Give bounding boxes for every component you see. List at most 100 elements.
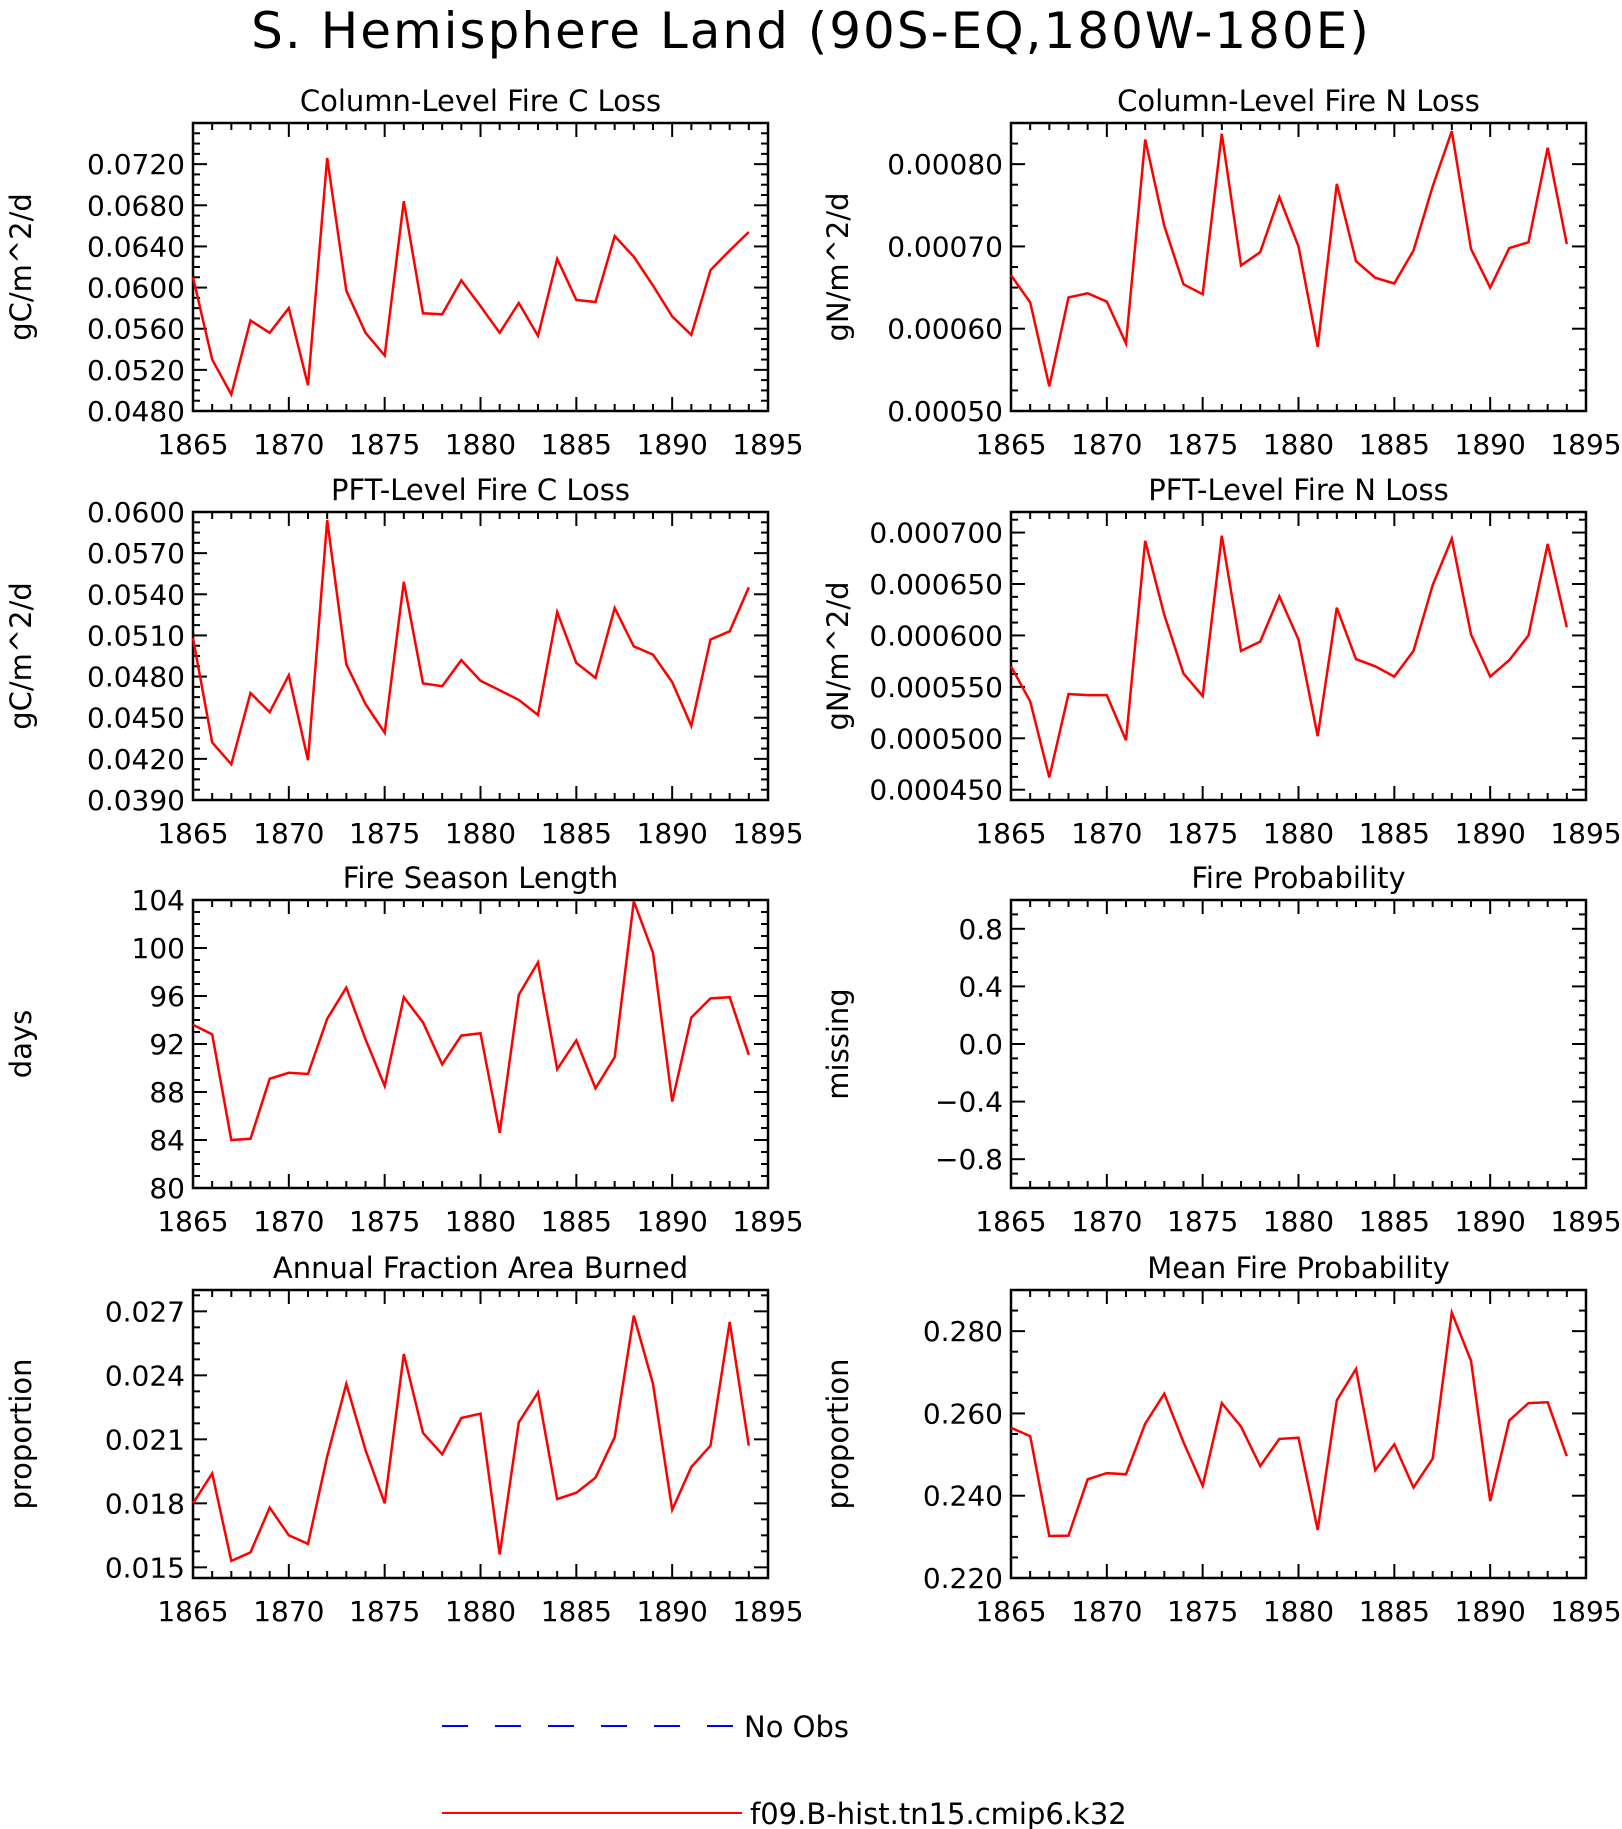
panel-title-area-burned: Annual Fraction Area Burned: [273, 1251, 688, 1285]
x-tick-label-col-c-loss: 1875: [349, 428, 420, 461]
y-tick-label-pft-c-loss: 0.0420: [87, 743, 185, 776]
x-tick-label-mean-fire-prob: 1895: [1550, 1595, 1621, 1628]
plot-frame-pft-c-loss: [191, 510, 770, 802]
y-tick-label-col-n-loss: 0.00080: [887, 148, 1003, 181]
x-tick-label-pft-c-loss: 1865: [157, 817, 228, 850]
x-tick-label-pft-n-loss: 1880: [1263, 817, 1334, 850]
y-tick-label-mean-fire-prob: 0.260: [923, 1397, 1003, 1430]
y-tick-label-season-length: 100: [132, 932, 185, 965]
x-tick-label-fire-prob: 1890: [1455, 1205, 1526, 1238]
y-axis-label-fire-prob: missing: [821, 988, 855, 1099]
x-tick-label-area-burned: 1865: [157, 1595, 228, 1628]
y-axis-label-col-n-loss: gN/m^2/d: [821, 192, 855, 341]
x-tick-label-season-length: 1880: [445, 1205, 516, 1238]
y-tick-label-col-c-loss: 0.0600: [87, 272, 185, 305]
plot-frame-col-c-loss: [191, 121, 770, 413]
y-tick-label-area-burned: 0.021: [105, 1423, 185, 1456]
y-tick-label-season-length: 84: [149, 1124, 185, 1157]
x-tick-label-pft-c-loss: 1890: [637, 817, 708, 850]
x-tick-label-season-length: 1885: [541, 1205, 612, 1238]
x-tick-label-area-burned: 1875: [349, 1595, 420, 1628]
y-tick-label-season-length: 92: [149, 1028, 185, 1061]
y-tick-label-mean-fire-prob: 0.280: [923, 1315, 1003, 1348]
x-tick-label-pft-c-loss: 1885: [541, 817, 612, 850]
x-tick-label-area-burned: 1880: [445, 1595, 516, 1628]
y-tick-label-pft-n-loss: 0.000600: [869, 619, 1003, 652]
y-tick-label-pft-c-loss: 0.0480: [87, 661, 185, 694]
panel-title-season-length: Fire Season Length: [343, 861, 618, 895]
x-tick-label-mean-fire-prob: 1890: [1455, 1595, 1526, 1628]
y-axis-label-pft-n-loss: gN/m^2/d: [821, 581, 855, 730]
y-axis-label-col-c-loss: gC/m^2/d: [4, 193, 38, 341]
figure-title: S. Hemisphere Land (90S-EQ,180W-180E): [251, 2, 1371, 60]
y-tick-label-season-length: 104: [132, 884, 185, 917]
x-tick-label-season-length: 1890: [637, 1205, 708, 1238]
x-tick-label-mean-fire-prob: 1865: [975, 1595, 1046, 1628]
x-tick-label-col-n-loss: 1895: [1550, 428, 1621, 461]
series-line-area-burned: [191, 1315, 751, 1563]
x-tick-label-fire-prob: 1865: [975, 1205, 1046, 1238]
y-tick-label-fire-prob: −0.4: [935, 1086, 1003, 1119]
y-tick-label-season-length: 80: [149, 1172, 185, 1205]
y-axis-label-area-burned: proportion: [4, 1358, 38, 1509]
x-tick-label-col-c-loss: 1865: [157, 428, 228, 461]
y-tick-label-fire-prob: 0.4: [958, 970, 1003, 1003]
y-tick-label-pft-n-loss: 0.000550: [869, 671, 1003, 704]
x-tick-label-pft-n-loss: 1895: [1550, 817, 1621, 850]
x-tick-label-pft-n-loss: 1865: [975, 817, 1046, 850]
y-tick-label-mean-fire-prob: 0.240: [923, 1480, 1003, 1513]
y-tick-label-col-n-loss: 0.00060: [887, 313, 1003, 346]
x-tick-label-pft-n-loss: 1890: [1455, 817, 1526, 850]
x-tick-label-col-c-loss: 1895: [732, 428, 803, 461]
plot-frame-fire-prob: [1009, 898, 1588, 1190]
x-tick-label-area-burned: 1890: [637, 1595, 708, 1628]
y-tick-label-pft-c-loss: 0.0600: [87, 496, 185, 529]
series-line-season-length: [192, 900, 750, 1142]
x-tick-label-pft-n-loss: 1885: [1359, 817, 1430, 850]
series-line-pft-n-loss: [1009, 534, 1569, 778]
y-tick-label-pft-n-loss: 0.000500: [869, 722, 1003, 755]
y-tick-label-season-length: 88: [149, 1076, 185, 1109]
y-tick-label-pft-n-loss: 0.000650: [869, 568, 1003, 601]
x-tick-label-area-burned: 1870: [253, 1595, 324, 1628]
x-tick-label-season-length: 1865: [157, 1205, 228, 1238]
x-tick-label-col-n-loss: 1865: [975, 428, 1046, 461]
x-tick-label-col-n-loss: 1875: [1167, 428, 1238, 461]
y-tick-label-area-burned: 0.018: [105, 1487, 185, 1520]
y-tick-label-col-n-loss: 0.00070: [887, 230, 1003, 263]
y-tick-label-pft-c-loss: 0.0540: [87, 578, 185, 611]
x-tick-label-mean-fire-prob: 1870: [1071, 1595, 1142, 1628]
y-axis-label-season-length: days: [4, 1010, 38, 1078]
panel-title-mean-fire-prob: Mean Fire Probability: [1147, 1251, 1450, 1285]
legend-label-no-obs: No Obs: [744, 1710, 849, 1744]
y-tick-label-col-c-loss: 0.0720: [87, 148, 185, 181]
y-tick-label-col-c-loss: 0.0480: [87, 395, 185, 428]
series-line-pft-c-loss: [191, 520, 750, 767]
panel-title-col-n-loss: Column-Level Fire N Loss: [1117, 84, 1480, 118]
y-tick-label-col-n-loss: 0.00050: [887, 395, 1003, 428]
x-tick-label-season-length: 1895: [732, 1205, 803, 1238]
panel-title-col-c-loss: Column-Level Fire C Loss: [300, 84, 661, 118]
x-tick-label-fire-prob: 1895: [1550, 1205, 1621, 1238]
y-tick-label-pft-n-loss: 0.000700: [869, 517, 1003, 550]
x-tick-label-pft-c-loss: 1870: [253, 817, 324, 850]
x-tick-label-pft-c-loss: 1880: [445, 817, 516, 850]
y-tick-label-fire-prob: −0.8: [935, 1143, 1003, 1176]
y-tick-label-pft-c-loss: 0.0450: [87, 702, 185, 735]
y-tick-label-area-burned: 0.027: [105, 1295, 185, 1328]
y-tick-label-col-c-loss: 0.0520: [87, 354, 185, 387]
y-axis-label-pft-c-loss: gC/m^2/d: [4, 582, 38, 730]
y-tick-label-col-c-loss: 0.0640: [87, 230, 185, 263]
y-tick-label-pft-n-loss: 0.000450: [869, 774, 1003, 807]
y-tick-label-area-burned: 0.015: [105, 1551, 185, 1584]
series-line-mean-fire-prob: [1010, 1307, 1568, 1538]
x-tick-label-season-length: 1875: [349, 1205, 420, 1238]
x-tick-label-mean-fire-prob: 1885: [1359, 1595, 1430, 1628]
x-tick-label-col-c-loss: 1880: [445, 428, 516, 461]
plot-frame-mean-fire-prob: [1009, 1288, 1588, 1580]
plot-frame-season-length: [191, 898, 770, 1190]
x-tick-label-fire-prob: 1880: [1263, 1205, 1334, 1238]
x-tick-label-pft-n-loss: 1875: [1167, 817, 1238, 850]
y-tick-label-mean-fire-prob: 0.220: [923, 1562, 1003, 1595]
